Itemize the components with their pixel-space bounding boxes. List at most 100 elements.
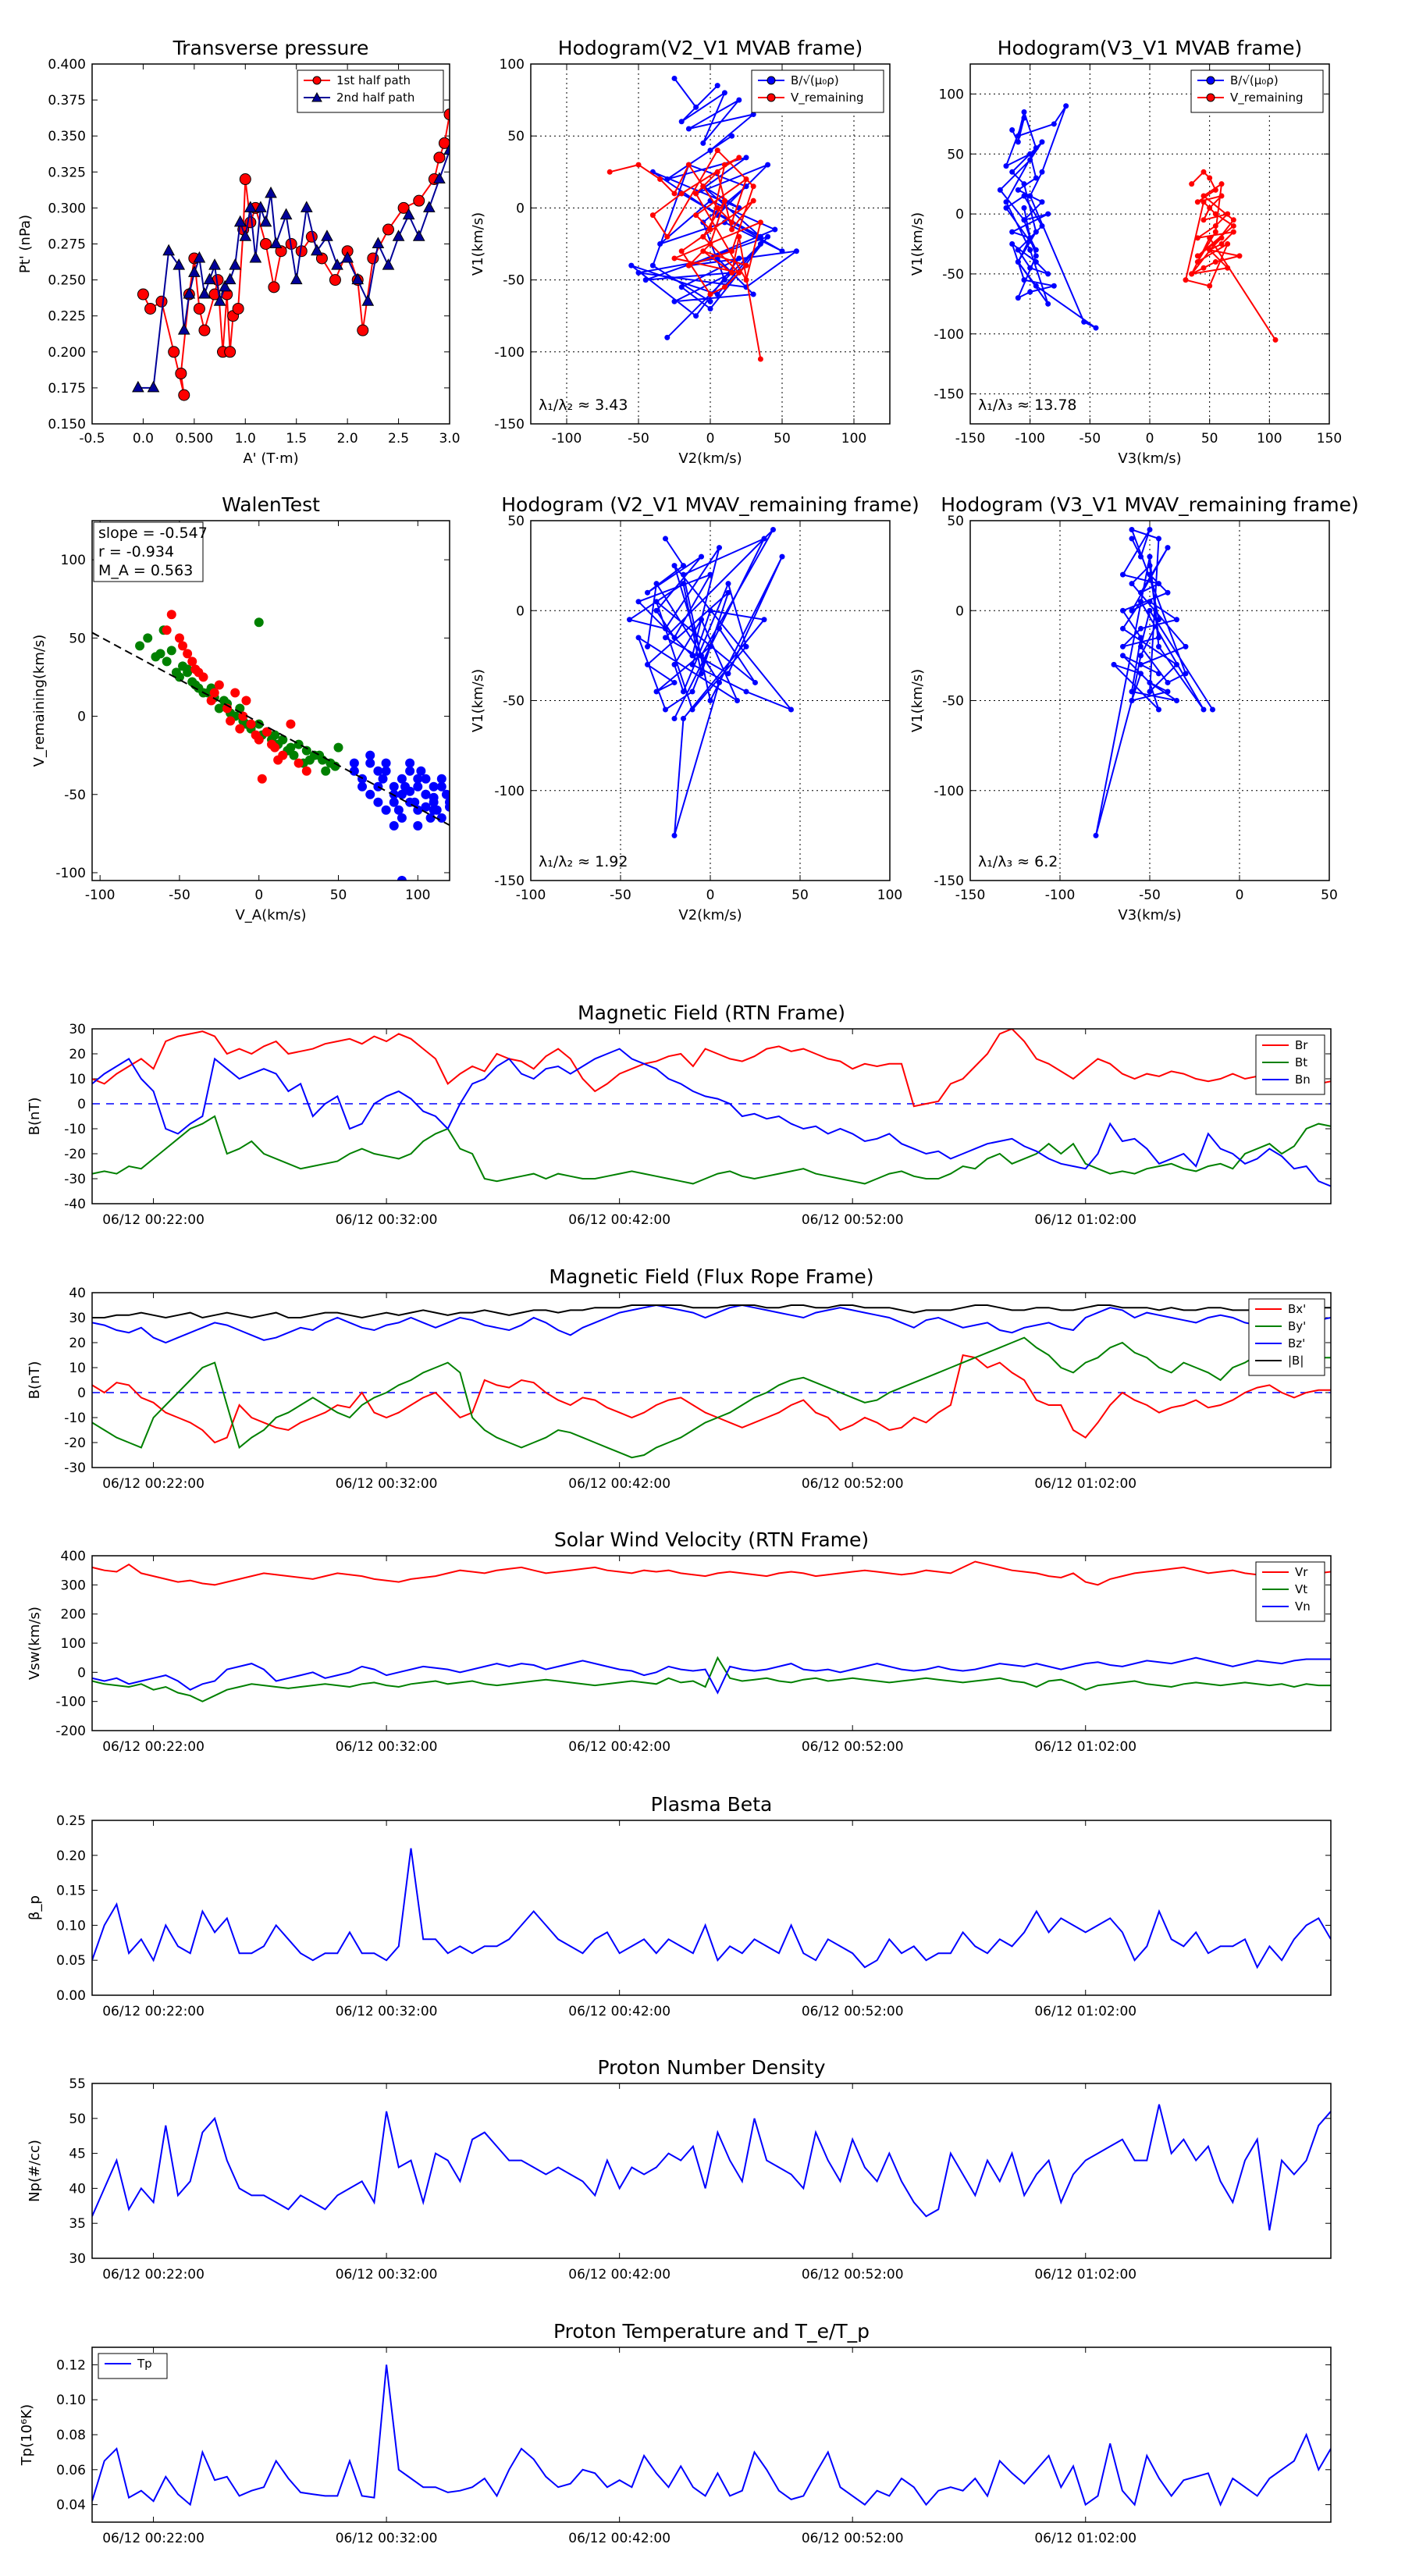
data-point <box>198 324 211 336</box>
scatter-point-blue <box>389 797 399 807</box>
data-point <box>1021 193 1027 199</box>
data-point <box>1138 643 1144 649</box>
data-point <box>736 269 742 276</box>
data-point <box>707 291 713 297</box>
data-point <box>1015 133 1021 139</box>
data-point <box>1230 217 1236 223</box>
scatter-point-blue <box>393 805 404 815</box>
x-tick-label: 06/12 01:02:00 <box>1034 1476 1136 1492</box>
data-point <box>1156 635 1161 641</box>
legend: Bx' By' Bz' |B| <box>1248 1298 1325 1376</box>
data-point <box>681 688 686 695</box>
x-tick-label: -50 <box>169 888 190 903</box>
data-point <box>397 201 410 214</box>
plot-frame <box>969 63 1330 425</box>
data-point <box>743 643 749 649</box>
panel-sw_velocity: 06/12 00:22:00 06/12 00:32:00 06/12 00:42:… <box>27 1528 1332 1755</box>
data-point <box>725 589 731 596</box>
plot-frame <box>91 1292 1332 1468</box>
scatter-point-blue <box>365 750 375 760</box>
series-Bt <box>92 1115 1331 1185</box>
scatter-point-green <box>254 617 264 628</box>
data-point <box>729 248 735 254</box>
y-tick-label: -20 <box>64 1436 86 1451</box>
series-Vt <box>92 1656 1331 1703</box>
data-point <box>1138 635 1144 641</box>
panel-mag_fluxrope: 06/12 00:22:00 06/12 00:32:00 06/12 00:42:… <box>27 1265 1332 1492</box>
data-point <box>779 553 785 560</box>
data-point <box>707 607 713 614</box>
data-point <box>1039 139 1045 145</box>
data-point <box>757 219 763 226</box>
legend-marker <box>767 93 776 102</box>
y-axis-label: V1(km/s) <box>909 669 926 732</box>
data-point <box>1027 151 1033 157</box>
panel-title: Hodogram (V3_V1 MVAV_remaining frame) <box>941 493 1359 516</box>
x-tick-label: 50 <box>1321 888 1338 903</box>
scatter-point-blue <box>405 758 415 768</box>
x-tick-label: 0 <box>706 888 715 903</box>
data-point <box>699 617 704 623</box>
data-point <box>657 176 663 183</box>
data-point <box>1129 527 1135 533</box>
x-tick-label: 50 <box>1201 431 1218 447</box>
y-tick-label: 0 <box>955 603 964 619</box>
y-tick-label: 40 <box>69 2181 86 2197</box>
data-point <box>736 155 742 161</box>
data-point <box>1033 229 1039 235</box>
data-point <box>382 223 394 236</box>
scatter-point-green <box>166 646 176 656</box>
regression-line <box>92 632 450 827</box>
data-point <box>259 238 272 250</box>
y-axis-label: Vsw(km/s) <box>27 1606 43 1680</box>
data-point <box>193 251 206 263</box>
data-point <box>671 832 678 838</box>
data-point <box>707 298 713 304</box>
data-point <box>645 643 650 649</box>
legend-label: |B| <box>1288 1354 1304 1368</box>
legend-label: Vn <box>1295 1599 1311 1614</box>
legend: 1st half path 2nd half path <box>297 69 444 113</box>
data-point <box>1165 688 1171 695</box>
data-point <box>699 653 704 659</box>
data-point <box>678 248 685 254</box>
legend-label: Bx' <box>1288 1302 1306 1316</box>
y-tick-label: 0.375 <box>48 93 86 109</box>
x-tick-label: 06/12 00:32:00 <box>336 2004 438 2019</box>
data-point <box>721 90 727 96</box>
series-1st-half-path <box>137 109 450 401</box>
x-axis-label: V3(km/s) <box>1118 450 1181 467</box>
scatter-point-blue <box>413 781 423 792</box>
y-tick-label: -40 <box>64 1197 86 1212</box>
x-tick-label: 100 <box>1257 431 1282 447</box>
scatter-point-red <box>273 755 283 765</box>
data-point <box>664 233 670 240</box>
y-tick-label: -150 <box>494 417 525 432</box>
data-point <box>757 241 763 247</box>
data-point <box>685 162 692 168</box>
data-point <box>1015 247 1021 253</box>
scatter-point-red <box>238 711 248 721</box>
x-tick-label: 06/12 00:42:00 <box>568 2267 670 2282</box>
plot-frame <box>91 1028 1332 1204</box>
data-point <box>208 258 221 270</box>
scatter-point-red <box>251 730 261 740</box>
data-point <box>168 346 180 358</box>
x-tick-label: 06/12 01:02:00 <box>1034 2531 1136 2546</box>
scatter-point-red <box>162 625 172 635</box>
data-point <box>736 233 742 240</box>
data-point <box>779 248 785 254</box>
data-point <box>1033 253 1039 259</box>
data-point <box>433 151 446 164</box>
legend: Vr Vt Vn <box>1255 1561 1325 1622</box>
data-point <box>1207 235 1213 241</box>
data-point <box>1156 671 1161 677</box>
y-tick-label: -100 <box>494 345 525 361</box>
data-point <box>1156 706 1161 713</box>
legend-box <box>1255 1034 1325 1095</box>
data-point <box>1156 617 1161 623</box>
x-tick-label: 0.0 <box>133 431 154 447</box>
data-point <box>642 277 649 283</box>
data-point <box>162 244 175 256</box>
data-point <box>1120 625 1126 632</box>
